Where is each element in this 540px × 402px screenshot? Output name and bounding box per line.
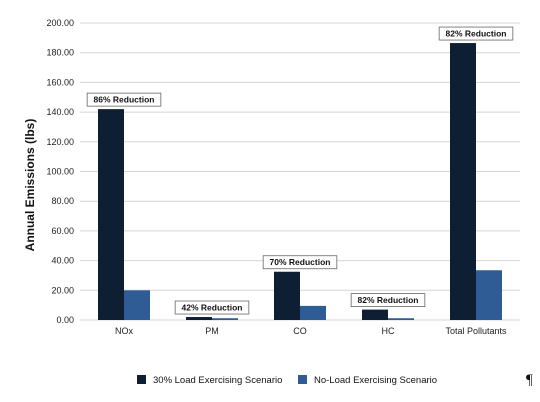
bar-noload-0: [124, 290, 150, 320]
bar-load-1: [186, 317, 212, 320]
y-tick-label: 40.00: [51, 256, 74, 266]
bar-noload-3: [388, 318, 414, 320]
annotation-3: 82% Reduction: [350, 293, 426, 308]
x-tick-label: PM: [205, 326, 219, 336]
annotation-label: 82% Reduction: [446, 29, 507, 39]
y-tick-label: 160.00: [46, 77, 74, 87]
y-tick-label: 120.00: [46, 137, 74, 147]
x-tick-label: CO: [293, 326, 307, 336]
legend-label-1: No-Load Exercising Scenario: [314, 375, 437, 386]
y-tick-label: 60.00: [51, 226, 74, 236]
legend-swatch-1: [298, 375, 307, 384]
legend-swatch-0: [137, 375, 146, 384]
y-axis-ticks: 0.00 20.00 40.00 60.00 80.00 100.00 120.00 140.…: [46, 18, 74, 325]
annotation-box: [438, 26, 514, 41]
pilcrow-mark: ¶: [526, 372, 533, 388]
reduction-annotations: 86% Reduction 42% Reduction 70% Reduction 8…: [86, 26, 514, 315]
annotation-box: [350, 293, 426, 308]
x-axis-ticks: NOx PM CO HC Total Pollutants: [115, 326, 507, 336]
y-tick-label: 20.00: [51, 285, 74, 295]
gridlines: [80, 22, 520, 321]
annotation-label: 86% Reduction: [94, 95, 155, 105]
bar-noload-2: [300, 305, 326, 320]
bar-load-2: [274, 271, 300, 320]
annotation-0: 86% Reduction: [86, 92, 162, 107]
bars: [98, 43, 502, 321]
y-tick-label: 80.00: [51, 196, 74, 206]
annotation-1: 42% Reduction: [174, 300, 250, 315]
bar-load-0: [98, 109, 124, 320]
y-tick-label: 140.00: [46, 107, 74, 117]
bar-load-3: [362, 309, 388, 320]
annotation-box: [86, 92, 162, 107]
y-axis-label: Annual Emissions (lbs): [23, 119, 37, 252]
y-tick-label: 0.00: [56, 315, 74, 325]
x-tick-label: NOx: [115, 326, 134, 336]
y-tick-label: 100.00: [46, 167, 74, 177]
x-tick-label: HC: [382, 326, 395, 336]
annotation-label: 82% Reduction: [358, 295, 419, 305]
annotation-box: [174, 300, 250, 315]
x-tick-label: Total Pollutants: [445, 326, 507, 336]
y-tick-label: 180.00: [46, 48, 74, 58]
y-tick-label: 200.00: [46, 18, 74, 28]
bar-noload-4: [476, 270, 502, 320]
bar-noload-1: [212, 318, 238, 320]
annotation-label: 70% Reduction: [270, 257, 331, 267]
bar-load-4: [450, 43, 476, 321]
annotation-box: [262, 255, 338, 270]
annotation-label: 42% Reduction: [182, 303, 243, 313]
annotation-2: 70% Reduction: [262, 255, 338, 270]
annotation-4: 82% Reduction: [438, 26, 514, 41]
legend-label-0: 30% Load Exercising Scenario: [153, 375, 282, 386]
legend: 30% Load Exercising Scenario No-Load Exer…: [137, 375, 437, 386]
